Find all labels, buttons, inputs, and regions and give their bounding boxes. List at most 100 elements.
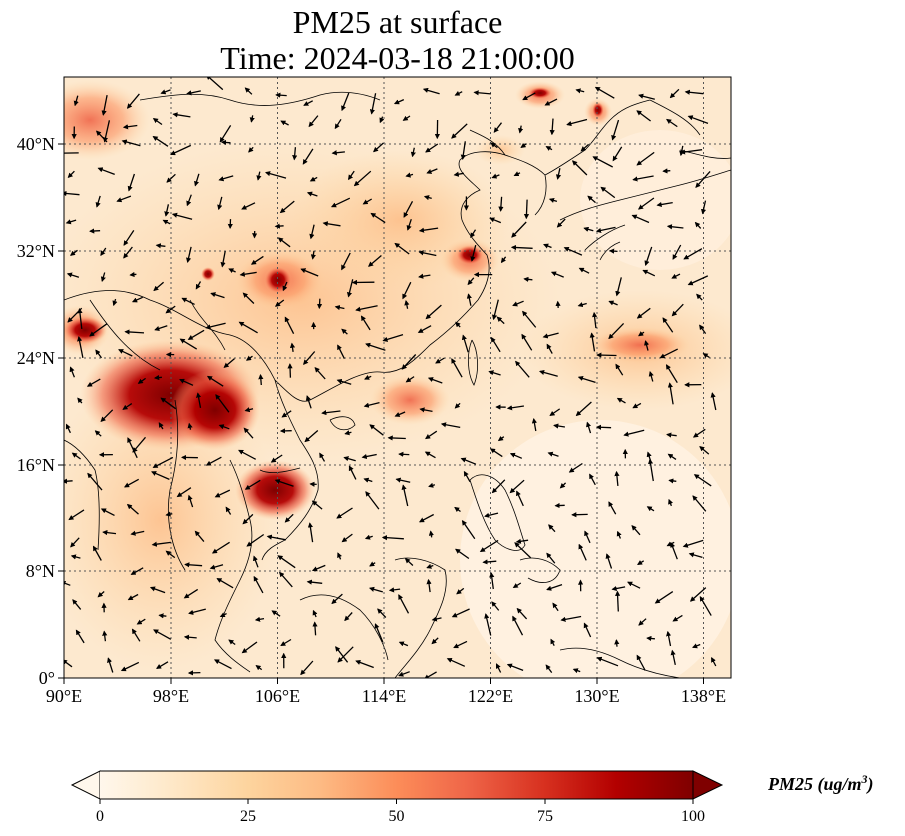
- wind-arrow: [632, 402, 642, 409]
- wind-arrow: [149, 586, 166, 594]
- colorbar-tick-label: 50: [389, 808, 405, 825]
- wind-arrow: [592, 156, 614, 168]
- colorbar-tick-label: 75: [537, 808, 553, 825]
- wind-arrow: [578, 543, 587, 561]
- wind-arrow: [710, 392, 717, 411]
- wind-arrow: [394, 411, 406, 417]
- wind-arrow: [369, 93, 377, 115]
- wind-arrow: [89, 228, 101, 234]
- wind-arrow: [102, 530, 117, 536]
- wind-arrow: [402, 115, 411, 121]
- wind-arrow: [361, 453, 377, 460]
- wind-arrow: [311, 564, 326, 572]
- wind-arrow: [428, 482, 436, 488]
- wind-arrow: [538, 369, 558, 377]
- wind-arrow: [595, 424, 612, 430]
- wind-arrow: [374, 623, 384, 643]
- wind-arrow: [523, 199, 530, 220]
- wind-arrow: [398, 594, 410, 614]
- wind-arrow: [353, 170, 372, 187]
- wind-arrow: [211, 541, 230, 554]
- wind-arrow: [303, 100, 314, 106]
- wind-arrow: [418, 250, 437, 257]
- x-tick-label: 130°E: [574, 686, 619, 706]
- wind-arrow: [616, 530, 622, 539]
- wind-arrow: [631, 525, 641, 536]
- wind-arrow: [216, 578, 234, 589]
- wind-arrow: [120, 661, 140, 672]
- wind-arrow: [194, 530, 205, 543]
- wind-arrow: [670, 542, 678, 560]
- wind-arrow: [493, 122, 503, 133]
- wind-arrow: [589, 473, 596, 486]
- wind-arrow: [545, 664, 553, 673]
- x-tick-label: 122°E: [468, 686, 513, 706]
- wind-arrow: [152, 117, 163, 126]
- wind-arrow: [205, 456, 222, 466]
- wind-arrow: [388, 587, 401, 593]
- wind-arrow: [612, 146, 623, 162]
- wind-arrow: [136, 618, 146, 625]
- wind-arrow: [158, 613, 167, 619]
- wind-arrow: [154, 325, 168, 331]
- wind-arrow: [592, 311, 598, 329]
- wind-arrow: [369, 424, 384, 436]
- wind-arrow: [405, 376, 415, 383]
- colorbar-max-extend: [692, 770, 724, 800]
- wind-arrow: [336, 378, 352, 385]
- wind-arrow: [183, 634, 197, 640]
- wind-arrow: [307, 522, 314, 543]
- wind-arrow: [86, 378, 101, 387]
- wind-arrow: [387, 435, 406, 441]
- wind-arrow: [461, 334, 469, 353]
- wind-arrow: [243, 427, 254, 439]
- wind-arrow: [555, 168, 562, 180]
- wind-arrow: [279, 200, 295, 214]
- wind-arrow: [219, 125, 232, 143]
- wind-arrow: [118, 349, 133, 357]
- wind-arrow: [510, 244, 533, 251]
- wind-arrow: [129, 271, 137, 278]
- wind-arrow: [270, 454, 283, 463]
- wind-arrow: [209, 564, 224, 570]
- wind-arrow: [355, 660, 374, 669]
- wind-arrow: [170, 144, 192, 156]
- x-tick-label: 106°E: [255, 686, 300, 706]
- wind-arrow: [187, 329, 205, 340]
- wind-arrow: [506, 405, 524, 411]
- wind-arrow: [160, 89, 171, 95]
- wind-arrow: [94, 430, 102, 437]
- wind-arrow: [679, 149, 703, 155]
- wind-arrow: [410, 147, 416, 158]
- wind-arrow: [188, 608, 206, 615]
- wind-arrow: [364, 375, 372, 380]
- wind-arrow: [218, 424, 230, 430]
- wind-arrow: [646, 506, 655, 512]
- wind-arrow: [165, 550, 176, 559]
- y-tick-label: 16°N: [17, 455, 55, 475]
- wind-arrow: [491, 601, 500, 611]
- wind-arrow: [671, 303, 684, 317]
- wind-arrow: [636, 654, 646, 671]
- y-tick-label: 8°N: [26, 561, 55, 581]
- wind-arrow: [575, 401, 592, 417]
- wind-arrow: [424, 451, 436, 459]
- x-tick-label: 138°E: [681, 686, 726, 706]
- wind-arrow: [615, 363, 624, 376]
- wind-arrow: [516, 607, 528, 620]
- wind-arrow: [131, 628, 141, 642]
- colorbar-gradient: [100, 771, 693, 799]
- wind-arrow: [423, 195, 432, 201]
- wind-arrow: [256, 171, 262, 181]
- wind-arrow: [289, 342, 296, 352]
- wind-arrow: [274, 223, 284, 229]
- wind-arrow: [153, 281, 165, 292]
- wind-arrow: [516, 490, 524, 507]
- wind-arrow: [275, 92, 287, 98]
- wind-arrow: [312, 609, 318, 618]
- wind-arrow: [647, 458, 654, 482]
- wind-arrow: [244, 87, 253, 95]
- wind-arrow: [659, 348, 678, 359]
- wind-arrow: [153, 374, 162, 381]
